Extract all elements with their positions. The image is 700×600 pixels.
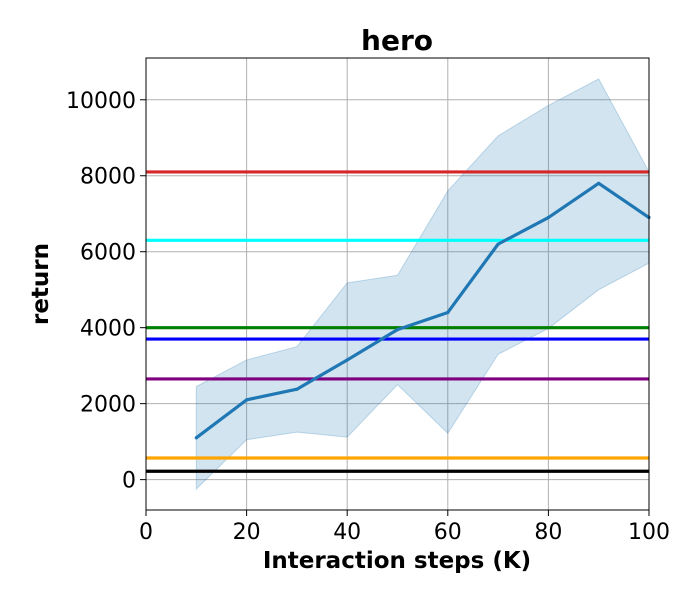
- chart-title: hero: [361, 24, 433, 57]
- confidence-band-layer: [195, 78, 650, 491]
- y-tick-label: 6000: [80, 241, 136, 266]
- series-layer: [194, 181, 651, 440]
- series-point: [194, 436, 198, 440]
- series-point: [295, 387, 299, 391]
- x-tick-label: 0: [139, 520, 153, 545]
- x-axis: 0 20 40 60 80 100: [139, 510, 670, 545]
- y-axis-title: return: [28, 243, 54, 325]
- y-tick-label: 10000: [66, 89, 136, 114]
- x-tick-label: 60: [434, 520, 462, 545]
- x-tick-label: 80: [534, 520, 562, 545]
- series-point: [446, 310, 450, 315]
- series-point: [395, 327, 400, 332]
- series-point: [496, 242, 500, 246]
- x-tick-label: 40: [333, 520, 361, 545]
- y-tick-label: 0: [122, 469, 136, 494]
- x-axis-title: Interaction steps (K): [263, 548, 531, 574]
- y-tick-label: 8000: [80, 165, 136, 190]
- series-point: [597, 181, 601, 185]
- series-point: [546, 215, 551, 220]
- series-line: [195, 181, 650, 440]
- confidence-band: [195, 78, 650, 491]
- x-tick-label: 20: [233, 520, 261, 545]
- y-tick-label: 4000: [80, 317, 136, 342]
- y-axis: 0 2000 4000 6000 8000 10000: [66, 89, 146, 494]
- series-point: [245, 398, 249, 402]
- plot-frame: [145, 57, 650, 511]
- y-tick-label: 2000: [80, 393, 136, 418]
- reference-lines-layer: [146, 170, 649, 473]
- x-tick-label: 100: [628, 520, 670, 545]
- series-point: [345, 358, 349, 362]
